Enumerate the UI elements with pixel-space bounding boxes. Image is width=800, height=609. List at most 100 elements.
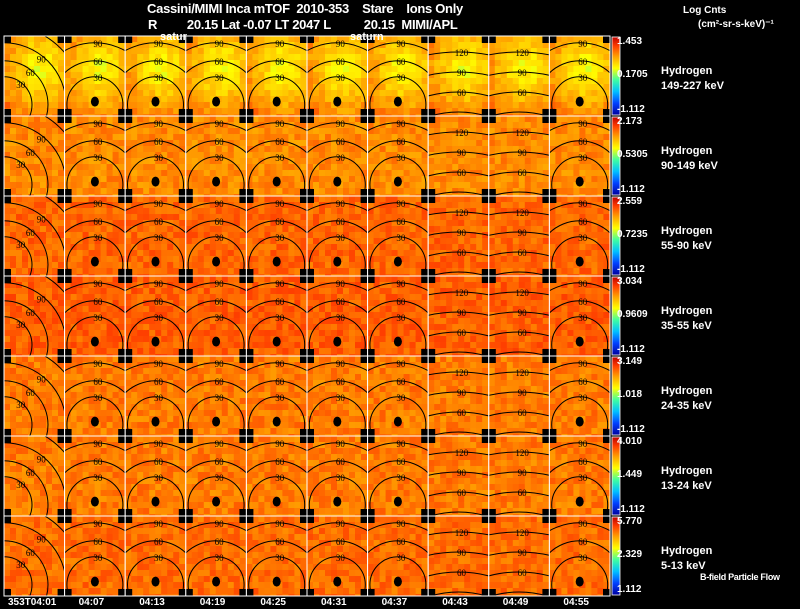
saturn-marker — [333, 336, 342, 347]
contour-label: 30 — [16, 480, 26, 490]
contour-line — [307, 362, 368, 372]
heatmap-panel: 60 90 120 — [488, 276, 550, 356]
contour-line — [549, 540, 611, 554]
heatmap-panel: 60 90 120 — [428, 356, 489, 436]
contour-line — [127, 316, 184, 356]
saturn-marker — [393, 176, 402, 187]
colorbar-max-label: 2.173 — [617, 116, 643, 127]
contour-label: 30 — [154, 233, 164, 243]
heatmap-panel: 30 60 90 — [64, 196, 126, 276]
contour-label: 90 — [154, 199, 164, 209]
colorbar — [611, 196, 621, 276]
contour-line — [4, 236, 33, 276]
contour-line — [488, 531, 550, 536]
contour-label: 30 — [396, 313, 406, 323]
saturn-marker — [212, 576, 221, 587]
contour-line — [428, 491, 489, 497]
contour-label: 90 — [215, 439, 225, 449]
time-tick-label: 353T04:01 — [8, 597, 57, 608]
contour-label: 90 — [93, 199, 103, 209]
saturn-marker — [393, 96, 402, 107]
contour-line — [308, 76, 366, 116]
contour-line — [428, 191, 489, 196]
contour-label: 30 — [215, 313, 225, 323]
contour-line — [246, 362, 307, 372]
contour-line — [428, 131, 489, 136]
contour-line — [246, 442, 307, 452]
contour-line — [367, 540, 429, 554]
contour-label: 60 — [154, 137, 164, 147]
contour-line — [369, 396, 427, 436]
species-name: Hydrogen — [661, 465, 713, 477]
contour-line — [489, 431, 549, 436]
heatmap-panel: 60 90 120 — [488, 356, 550, 436]
contour-line — [307, 460, 368, 474]
species-energy-label: Hydrogen 90-149 keV — [661, 144, 718, 174]
heatmap-panel: 30 60 90 — [246, 276, 307, 356]
contour-line — [185, 380, 247, 394]
contour-label: 90 — [215, 279, 225, 289]
contour-label: 90 — [518, 148, 528, 158]
contour-label: 60 — [457, 408, 467, 418]
contour-line — [248, 476, 306, 516]
contour-label: 60 — [518, 568, 528, 578]
saturn-marker — [151, 96, 160, 107]
contour-line — [488, 291, 550, 296]
contour-label: 30 — [16, 320, 26, 330]
contour-label: 90 — [336, 439, 346, 449]
contour-label: 60 — [275, 457, 285, 467]
contour-label: 60 — [26, 388, 36, 398]
contour-line — [549, 42, 611, 52]
contour-label: 60 — [396, 57, 406, 67]
contour-label: 60 — [396, 137, 406, 147]
colorbar-max-label: 4.010 — [617, 436, 643, 447]
plot-title: Cassini/MIMI Inca mTOF 2010-353 Stare Io… — [147, 1, 463, 16]
time-tick-label: 04:49 — [502, 597, 529, 608]
contour-line — [488, 551, 550, 556]
contour-line — [428, 171, 489, 177]
contour-label: 30 — [215, 393, 225, 403]
contour-line — [185, 282, 247, 292]
contour-line — [127, 236, 184, 276]
contour-line — [248, 316, 306, 356]
contour-line — [125, 362, 186, 372]
contour-line — [125, 540, 186, 554]
heatmap-panel: 60 90 120 — [488, 436, 550, 516]
contour-line — [308, 316, 366, 356]
contour-line — [549, 122, 611, 132]
saturn-marker — [272, 576, 281, 587]
colorbar-min-label: -1.112 — [617, 424, 645, 435]
contour-line — [127, 556, 184, 596]
contour-label: 60 — [336, 537, 346, 547]
contour-line — [428, 331, 489, 337]
contour-label: 30 — [93, 473, 103, 483]
contour-label: 90 — [518, 468, 528, 478]
contour-label: 30 — [154, 73, 164, 83]
saturn-marker — [272, 96, 281, 107]
contour-label: 30 — [578, 473, 588, 483]
contour-label: 30 — [396, 393, 406, 403]
contour-label: 90 — [396, 279, 406, 289]
heatmap-panel: 60 90 120 — [428, 196, 489, 276]
contour-label: 90 — [275, 39, 285, 49]
contour-line — [428, 531, 489, 536]
contour-label: 30 — [93, 153, 103, 163]
colorbar-mid-label: 0.5305 — [617, 149, 648, 160]
heatmap-panel: 30 60 90 — [185, 36, 247, 116]
contour-label: 30 — [93, 233, 103, 243]
contour-line — [246, 122, 307, 132]
colorbar-min-label: -1.112 — [617, 264, 645, 275]
contour-line — [428, 71, 489, 76]
colorbar-units-sublabel: (cm²-sr-s-keV)⁻¹ — [698, 19, 774, 30]
contour-line — [367, 202, 429, 212]
heatmap-panel: 30 60 90 — [125, 276, 186, 356]
contour-line — [64, 522, 126, 532]
contour-line — [185, 42, 247, 52]
heatmap-panel: 30 60 90 — [367, 36, 429, 116]
saturn-marker — [212, 256, 221, 267]
contour-line — [248, 76, 306, 116]
contour-label: 60 — [457, 248, 467, 258]
contour-line — [428, 571, 489, 577]
contour-line — [369, 316, 427, 356]
contour-line — [488, 451, 550, 456]
